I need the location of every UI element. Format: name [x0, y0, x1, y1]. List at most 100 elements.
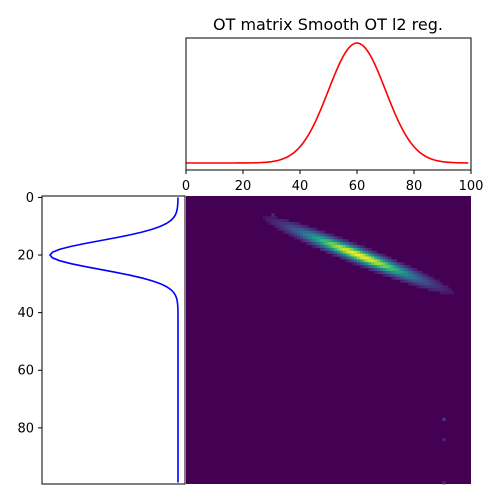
heatmap-cell	[399, 265, 403, 269]
heatmap-cell	[388, 268, 392, 272]
heatmap-cell	[431, 279, 435, 283]
heatmap-cell	[374, 270, 378, 275]
heatmap-cell	[351, 247, 355, 252]
heatmap-cell	[442, 291, 446, 295]
heatmap-cell	[431, 288, 435, 292]
x-tick-label: 40	[292, 179, 309, 194]
heatmap-cell	[342, 250, 346, 254]
heatmap-cell	[317, 244, 321, 249]
heatmap-cell	[331, 250, 335, 254]
heatmap-cell	[348, 242, 352, 246]
heatmap-cell	[433, 285, 438, 289]
heatmap-cell	[382, 253, 386, 257]
heatmap-cell	[388, 265, 392, 269]
heatmap-cell	[302, 233, 306, 237]
heatmap-outlier-cell	[442, 437, 446, 442]
heatmap-cell	[408, 282, 412, 286]
heatmap-cell	[391, 265, 395, 269]
heatmap-cell	[282, 224, 287, 228]
heatmap-cell	[268, 216, 272, 220]
heatmap-cell	[300, 233, 304, 237]
heatmap-cell	[280, 224, 284, 228]
heatmap-cell	[359, 247, 363, 252]
heatmap-cell	[322, 242, 326, 246]
heatmap-cell	[436, 282, 440, 286]
heatmap-cell	[354, 259, 358, 263]
heatmap-cell	[345, 259, 349, 263]
heatmap-cell	[359, 256, 363, 260]
heatmap-cell	[416, 273, 420, 277]
heatmap-cell	[394, 268, 398, 272]
heatmap-cell	[339, 242, 344, 246]
heatmap-cell	[416, 279, 420, 283]
heatmap-cell	[428, 282, 432, 286]
heatmap-cell	[396, 276, 401, 280]
heatmap-cell	[376, 270, 381, 275]
heatmap-cell	[337, 244, 341, 249]
heatmap-cell	[325, 239, 329, 243]
heatmap-cell	[359, 262, 363, 266]
heatmap-cell	[388, 256, 392, 260]
heatmap-cell	[282, 219, 287, 223]
heatmap-cell	[311, 233, 315, 237]
heatmap-cell	[342, 244, 346, 249]
heatmap-cell	[371, 256, 375, 260]
heatmap-cell	[262, 216, 267, 220]
heatmap-cell	[311, 239, 315, 243]
heatmap-cell	[376, 256, 381, 260]
heatmap-cell	[368, 265, 372, 269]
heatmap-cell	[285, 227, 289, 231]
heatmap-cell	[302, 239, 306, 243]
heatmap-cell	[428, 279, 432, 283]
heatmap-cell	[331, 239, 335, 243]
heatmap-cell	[382, 265, 386, 269]
heatmap-cell	[374, 259, 378, 263]
heatmap-cell	[374, 250, 378, 254]
heatmap-cell	[339, 239, 344, 243]
heatmap-cell	[345, 247, 349, 252]
heatmap-cell	[374, 265, 378, 269]
heatmap-cell	[394, 259, 398, 263]
heatmap-cell	[305, 242, 309, 246]
heatmap-cell	[399, 262, 403, 266]
heatmap-cell	[300, 236, 304, 240]
heatmap-cell	[285, 224, 289, 228]
heatmap-cell	[317, 236, 321, 240]
heatmap-cell	[379, 262, 383, 266]
heatmap-cell	[328, 250, 332, 254]
heatmap-cell	[382, 273, 386, 277]
heatmap-cell	[354, 253, 358, 257]
heatmap-cell	[379, 256, 383, 260]
heatmap-cell	[308, 230, 312, 234]
heatmap-cell	[379, 268, 383, 272]
heatmap-cell	[414, 279, 418, 283]
heatmap-cell	[391, 270, 395, 275]
heatmap-cell	[322, 247, 326, 252]
heatmap-cell	[385, 268, 389, 272]
heatmap-cell	[325, 247, 329, 252]
heatmap-cell	[376, 262, 381, 266]
heatmap-cell	[425, 273, 429, 277]
heatmap-cell	[308, 242, 312, 246]
heatmap-cell	[436, 288, 440, 292]
heatmap-cell	[317, 239, 321, 243]
left-y-axis-ticks: 0 20 40 60 80	[17, 191, 42, 436]
heatmap-cell	[388, 270, 392, 275]
heatmap-cell	[354, 262, 358, 266]
heatmap-cell	[357, 253, 361, 257]
heatmap-cell	[348, 244, 352, 249]
heatmap-cell	[317, 242, 321, 246]
heatmap-cell	[291, 221, 295, 226]
heatmap-cell	[359, 253, 363, 257]
heatmap-cell	[337, 242, 341, 246]
heatmap-cell	[331, 247, 335, 252]
heatmap-cell	[331, 253, 335, 257]
heatmap-cell	[433, 282, 438, 286]
heatmap-cell	[357, 262, 361, 266]
heatmap-cell	[439, 291, 443, 295]
heatmap-cell	[394, 262, 398, 266]
heatmap-cell	[442, 285, 446, 289]
heatmap-cell	[359, 250, 363, 254]
heatmap-cell	[339, 256, 344, 260]
heatmap-cell	[433, 288, 438, 292]
